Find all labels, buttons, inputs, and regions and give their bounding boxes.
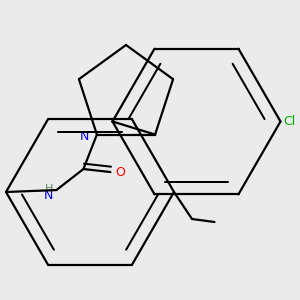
- Text: Cl: Cl: [284, 115, 296, 128]
- Text: H: H: [45, 184, 53, 194]
- Text: O: O: [115, 166, 125, 178]
- Text: N: N: [44, 189, 53, 202]
- Text: N: N: [80, 130, 89, 142]
